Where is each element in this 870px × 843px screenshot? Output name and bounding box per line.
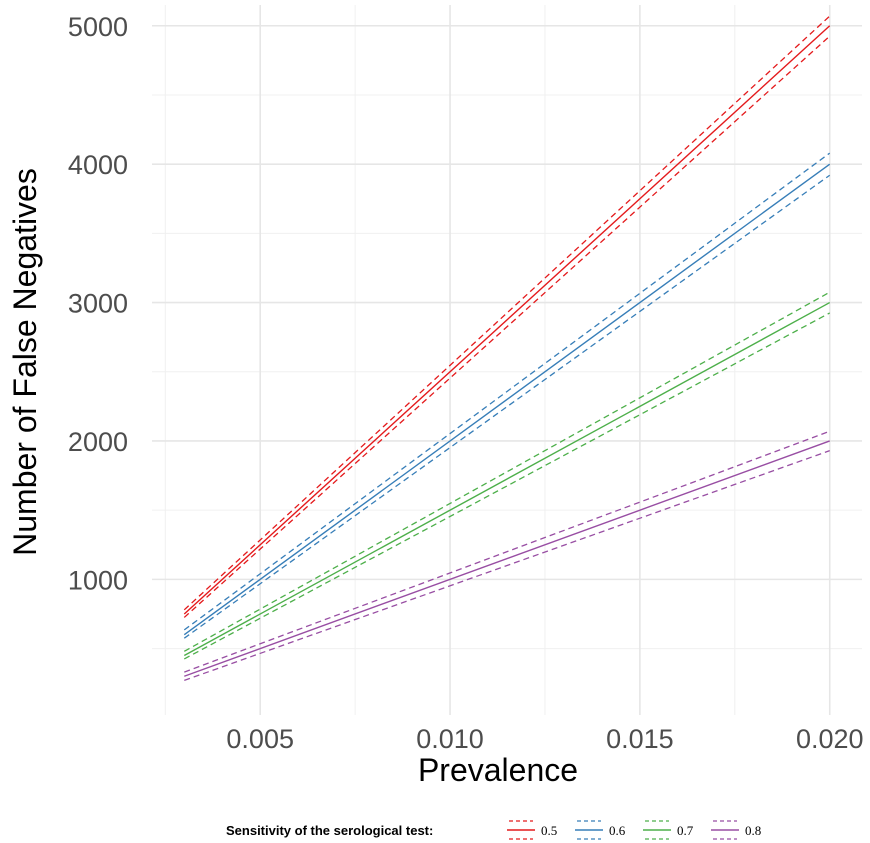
x-tick-label: 0.005 (226, 724, 294, 754)
legend-0-6-label: 0.6 (609, 823, 626, 838)
y-tick-label: 2000 (68, 427, 128, 457)
x-axis-title: Prevalence (418, 752, 578, 788)
y-axis-tick-labels: 1000 2000 3000 4000 5000 (68, 12, 128, 596)
legend-0-5-item: 0.5 (507, 820, 557, 840)
series-0-7-lower-bound (183, 312, 831, 660)
legend-0-7-item: 0.7 (643, 820, 694, 840)
legend-0-8-item: 0.8 (711, 820, 761, 840)
x-axis-tick-labels: 0.005 0.010 0.015 0.020 (226, 724, 863, 754)
x-tick-label: 0.020 (796, 724, 864, 754)
series-lines (183, 15, 831, 682)
series-0-8-line (184, 440, 830, 677)
y-tick-label: 1000 (68, 565, 128, 595)
y-tick-label: 3000 (68, 289, 128, 319)
y-tick-label: 5000 (68, 12, 128, 42)
series-0-6-upper-bound (183, 152, 831, 631)
series-0-5-upper-bound (183, 15, 831, 611)
series-0-5-lower-bound (183, 35, 831, 618)
series-0-6-lower-bound (183, 174, 831, 639)
legend-0-7-label: 0.7 (677, 823, 694, 838)
series-0-5-line (183, 25, 831, 615)
series-0-7-line (183, 301, 831, 657)
legend-0-5-label: 0.5 (541, 823, 557, 838)
legend-0-6-item: 0.6 (575, 820, 626, 840)
series-0-8-upper-bound (184, 430, 830, 673)
series-0-7-upper-bound (183, 291, 831, 652)
legend: Sensitivity of the serological test: 0.5… (226, 820, 761, 840)
x-tick-label: 0.015 (606, 724, 674, 754)
series-0-6-line (183, 163, 831, 636)
x-tick-label: 0.010 (416, 724, 484, 754)
y-axis-title: Number of False Negatives (7, 168, 43, 556)
legend-0-8-label: 0.8 (745, 823, 761, 838)
major-gridlines (152, 5, 862, 715)
legend-title: Sensitivity of the serological test: (226, 823, 433, 838)
y-tick-label: 4000 (68, 150, 128, 180)
minor-gridlines (152, 5, 862, 715)
legend-items: 0.5 0.6 0.7 0.8 (507, 820, 761, 840)
series-0-8-lower-bound (184, 450, 830, 682)
